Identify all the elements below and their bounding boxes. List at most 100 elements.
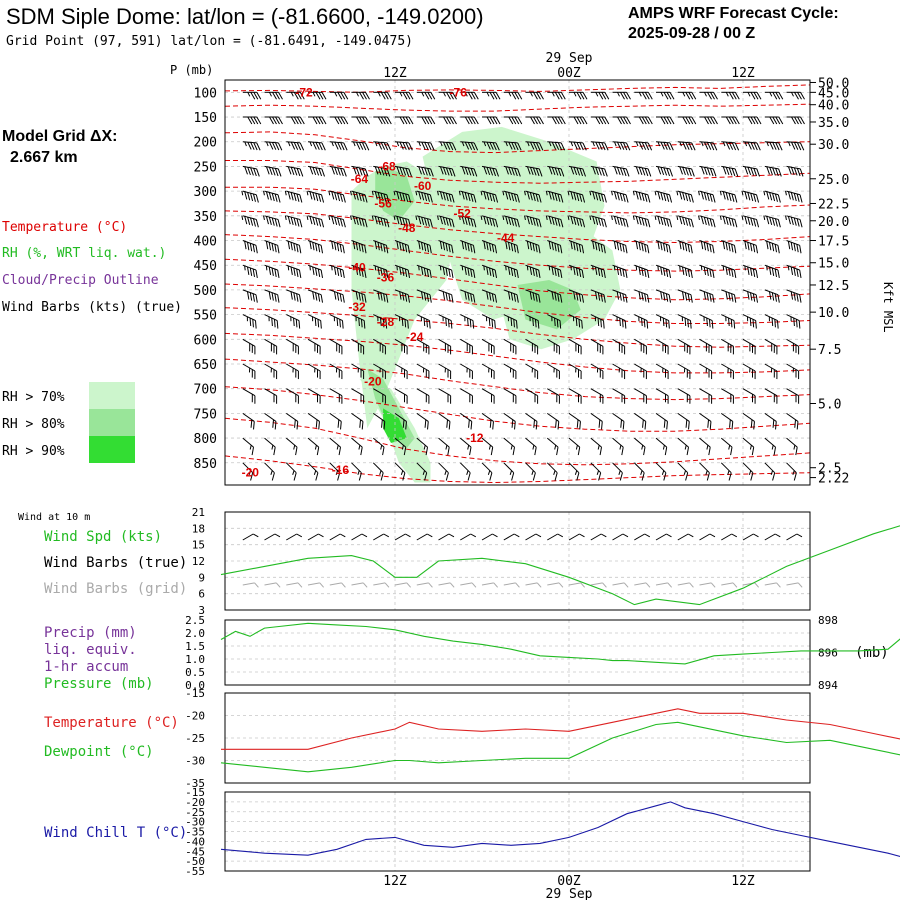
barb-flag bbox=[595, 266, 598, 275]
barb-flag bbox=[621, 394, 623, 403]
barb-flag bbox=[665, 293, 669, 302]
barb-flag bbox=[451, 269, 454, 279]
barb-flag bbox=[340, 92, 346, 100]
temperature-label: -76 bbox=[450, 85, 468, 99]
barb-flag bbox=[732, 346, 734, 355]
barb-flag bbox=[691, 92, 697, 100]
wind-barb bbox=[721, 289, 737, 303]
barb-half bbox=[400, 470, 404, 475]
wind-barb bbox=[286, 314, 301, 329]
pressure-tick-label: 600 bbox=[194, 333, 217, 348]
barb-flag bbox=[382, 394, 384, 403]
wind-barb bbox=[394, 289, 411, 303]
barb-flag bbox=[744, 216, 748, 225]
wind-barb bbox=[612, 264, 628, 279]
barb-flag bbox=[731, 116, 737, 125]
true-wind-barb bbox=[786, 533, 803, 541]
barb-flag bbox=[792, 343, 794, 352]
barb-flag bbox=[448, 421, 451, 430]
barb-flag bbox=[491, 319, 494, 328]
barb-half bbox=[399, 92, 403, 97]
wind-barb bbox=[590, 240, 606, 254]
barb-flag bbox=[277, 294, 280, 303]
wind-barb bbox=[264, 91, 283, 100]
barb-flag bbox=[451, 245, 454, 254]
barb-flag bbox=[554, 267, 557, 276]
barb-flag bbox=[508, 242, 511, 251]
wind-barb bbox=[503, 116, 523, 125]
barb-flag bbox=[385, 320, 388, 329]
barb-flag bbox=[616, 192, 620, 201]
grid-wind-barb bbox=[568, 582, 586, 588]
barb-flag bbox=[384, 395, 386, 404]
barb-flag bbox=[686, 344, 688, 353]
wind-barb bbox=[481, 338, 495, 355]
barb-flag bbox=[577, 447, 581, 456]
barb-shaft bbox=[438, 388, 451, 397]
barb-flag bbox=[312, 291, 315, 300]
barb-shaft bbox=[307, 462, 319, 474]
barb-flag bbox=[483, 166, 488, 175]
barb-half bbox=[247, 92, 251, 97]
barb-flag bbox=[660, 266, 663, 275]
wind-barb bbox=[612, 462, 623, 481]
barb-shaft bbox=[677, 437, 689, 448]
barb-flag bbox=[709, 218, 713, 227]
barb-half bbox=[335, 367, 338, 373]
barb-flag bbox=[556, 394, 558, 403]
barb-flag bbox=[491, 244, 495, 253]
barb-flag bbox=[451, 294, 454, 303]
barb-flag bbox=[664, 344, 667, 353]
barb-half bbox=[570, 141, 574, 147]
barb-shaft bbox=[307, 412, 320, 422]
barb-flag bbox=[554, 92, 560, 100]
wind-barb bbox=[634, 165, 652, 177]
barb-half bbox=[683, 367, 686, 373]
wind-barb bbox=[351, 412, 364, 430]
barb-flag bbox=[399, 291, 402, 300]
barb-flag bbox=[402, 292, 405, 301]
temperature-label: -32 bbox=[348, 300, 366, 314]
height-tick-label: 7.5 bbox=[818, 343, 841, 358]
barb-flag bbox=[247, 141, 252, 150]
barb-shaft bbox=[721, 582, 734, 586]
barb-flag bbox=[473, 194, 477, 203]
wind-barb bbox=[525, 264, 541, 279]
barb-half bbox=[396, 265, 398, 271]
barb-flag bbox=[712, 168, 717, 177]
barb-shaft bbox=[481, 412, 494, 422]
barb-flag bbox=[795, 319, 798, 328]
barb-flag bbox=[430, 142, 435, 151]
barb-flag bbox=[493, 370, 495, 380]
barb-flag bbox=[769, 242, 772, 251]
barb-flag bbox=[554, 142, 560, 150]
barb-shaft bbox=[351, 338, 364, 347]
barb-flag bbox=[750, 142, 755, 150]
barb-flag bbox=[640, 343, 642, 352]
barb-flag bbox=[403, 394, 406, 403]
wind-barb bbox=[634, 91, 653, 100]
barb-flag bbox=[513, 193, 517, 202]
temperature-label: -16 bbox=[332, 463, 350, 477]
barb-flag bbox=[358, 217, 362, 226]
barb-flag bbox=[321, 92, 327, 100]
wind-barb bbox=[264, 363, 278, 380]
barb-flag bbox=[406, 346, 408, 355]
barb-flag bbox=[576, 116, 582, 125]
barb-flag bbox=[619, 472, 623, 481]
barb-flag bbox=[407, 269, 411, 279]
barb-flag bbox=[556, 447, 559, 456]
barb-flag bbox=[728, 193, 732, 202]
barb-shaft bbox=[264, 338, 277, 347]
barb-flag bbox=[334, 192, 338, 201]
barb-flag bbox=[526, 216, 530, 225]
barb-flag bbox=[766, 191, 770, 200]
barb-flag bbox=[473, 92, 479, 100]
barb-flag bbox=[795, 344, 797, 353]
barb-flag bbox=[274, 268, 277, 277]
barb-flag bbox=[355, 242, 359, 251]
barb-half bbox=[641, 445, 644, 450]
barb-flag bbox=[425, 369, 427, 378]
barb-flag bbox=[320, 269, 324, 279]
barb-flag bbox=[641, 317, 643, 327]
